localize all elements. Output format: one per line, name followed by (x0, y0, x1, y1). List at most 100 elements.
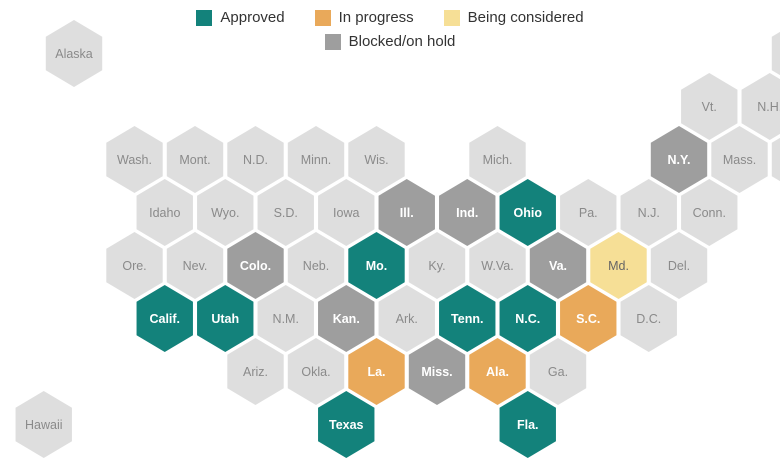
state-hex-n-h: N.H. (741, 73, 780, 140)
hex-shape (560, 285, 617, 352)
state-label-n-m: N.M. (273, 312, 299, 326)
state-label-la: La. (367, 365, 385, 379)
legend-item-in-progress: In progress (314, 9, 414, 26)
state-label-calif: Calif. (149, 312, 180, 326)
hex-shape (529, 232, 587, 299)
legend-item-approved: Approved (196, 9, 285, 26)
state-label-s-d: S.D. (274, 206, 298, 220)
legend-item-being-considered: Being considered (443, 9, 584, 26)
state-hex-s-c: S.C. (560, 285, 617, 352)
hex-shape (620, 179, 677, 246)
hex-shape (15, 391, 72, 458)
state-hex-maine: Maine (771, 31, 780, 76)
state-label-ore: Ore. (122, 259, 146, 273)
hex-shape (711, 126, 768, 193)
state-hex-n-y: N.Y. (650, 126, 708, 193)
hex-shape (318, 179, 375, 246)
state-label-mo: Mo. (366, 259, 388, 273)
hex-shape (348, 232, 405, 299)
state-label-mass: Mass. (723, 153, 756, 167)
state-hex-idaho: Idaho (136, 179, 193, 246)
state-hex-n-m: N.M. (257, 285, 314, 352)
legend-label-approved: Approved (220, 9, 285, 26)
state-hex-del: Del. (650, 232, 708, 299)
hex-shape (227, 338, 284, 405)
state-label-del: Del. (668, 259, 690, 273)
state-label-w-va: W.Va. (481, 259, 513, 273)
state-hex-d-c: D.C. (620, 285, 677, 352)
state-hex-miss: Miss. (408, 338, 466, 405)
state-hex-ind: Ind. (439, 179, 496, 246)
state-label-ariz: Ariz. (243, 365, 268, 379)
legend-label-blocked: Blocked/on hold (348, 33, 456, 50)
legend: Approved In progress Being considered Bl… (0, 0, 780, 60)
hex-shape (650, 126, 708, 193)
state-hex-mont: Mont. (166, 126, 224, 193)
hex-shape (650, 232, 708, 299)
state-hex-n-c: N.C. (499, 285, 556, 352)
hex-shape (257, 285, 314, 352)
hex-shape (439, 285, 496, 352)
state-hex-utah: Utah (197, 285, 254, 352)
hex-shape (318, 391, 375, 458)
state-label-wis: Wis. (364, 153, 388, 167)
state-hex-mo: Mo. (348, 232, 405, 299)
state-hex-fla: Fla. (499, 391, 556, 458)
state-label-neb: Neb. (303, 259, 329, 273)
state-hex-minn: Minn. (287, 126, 345, 193)
state-label-mich: Mich. (483, 153, 513, 167)
hex-shape (469, 232, 526, 299)
state-label-ind: Ind. (456, 206, 478, 220)
hex-shape (620, 285, 677, 352)
state-label-ark: Ark. (396, 312, 418, 326)
hex-shape (469, 126, 526, 193)
hex-shape (45, 20, 103, 87)
state-hex-ark: Ark. (378, 285, 435, 352)
hex-shape (560, 179, 617, 246)
state-label-hawaii: Hawaii (25, 418, 63, 432)
state-hex-mich: Mich. (469, 126, 526, 193)
state-hex-kan: Kan. (318, 285, 375, 352)
state-label-n-j: N.J. (638, 206, 660, 220)
state-label-pa: Pa. (579, 206, 598, 220)
hex-shape (681, 73, 738, 140)
state-hex-iowa: Iowa (318, 179, 375, 246)
state-hex-texas: Texas (318, 391, 375, 458)
state-hex-ky: Ky. (408, 232, 466, 299)
state-hex-pa: Pa. (560, 179, 617, 246)
state-label-colo: Colo. (240, 259, 271, 273)
hex-shape (378, 179, 435, 246)
state-hex-tenn: Tenn. (439, 285, 496, 352)
state-hex-s-d: S.D. (257, 179, 314, 246)
hex-shape (136, 179, 193, 246)
state-label-alaska: Alaska (55, 47, 93, 61)
state-label-n-h: N.H. (757, 100, 780, 114)
state-label-ala: Ala. (486, 365, 509, 379)
state-label-nev: Nev. (183, 259, 208, 273)
hex-shape (287, 126, 345, 193)
state-label-mont: Mont. (179, 153, 210, 167)
legend-row-2: Blocked/on hold (0, 33, 780, 50)
state-label-n-d: N.D. (243, 153, 268, 167)
hex-shape (166, 232, 224, 299)
state-label-okla: Okla. (301, 365, 330, 379)
state-label-minn: Minn. (301, 153, 332, 167)
legend-swatch-being-considered (443, 9, 460, 26)
legend-row-1: Approved In progress Being considered (0, 9, 780, 26)
state-hex-ohio: Ohio (499, 179, 556, 246)
state-hex-wyo: Wyo. (197, 179, 254, 246)
state-label-n-c: N.C. (515, 312, 540, 326)
hex-shape (287, 338, 345, 405)
state-hex-vt: Vt. (681, 73, 738, 140)
state-label-vt: Vt. (702, 100, 717, 114)
legend-label-in-progress: In progress (338, 9, 414, 26)
state-label-miss: Miss. (421, 365, 452, 379)
state-hex-ill: Ill. (378, 179, 435, 246)
state-hex-va: Va. (529, 232, 587, 299)
state-hex-alaska: Alaska (45, 20, 103, 87)
hex-shape (408, 338, 466, 405)
state-hex-r-i: R.I. (771, 137, 780, 182)
state-hex-mass: Mass. (711, 126, 768, 193)
hex-shape (590, 232, 647, 299)
